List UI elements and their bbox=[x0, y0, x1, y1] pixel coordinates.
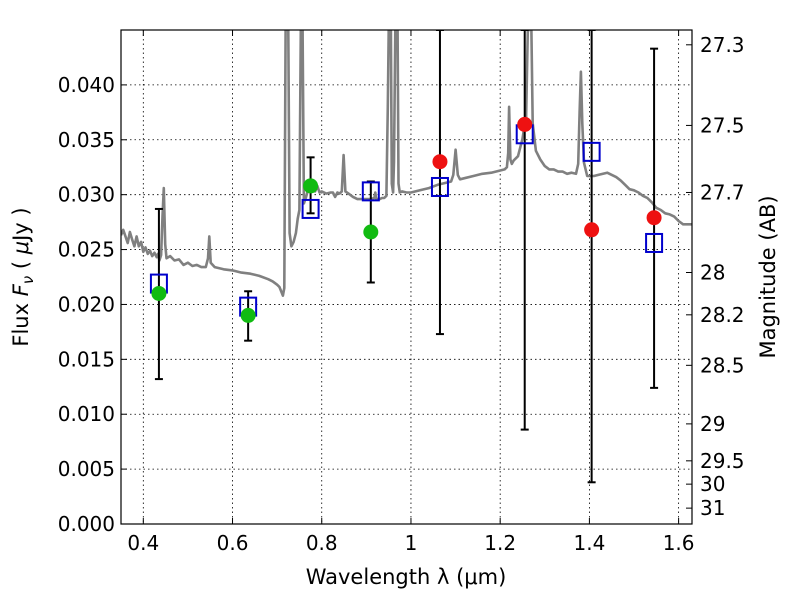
model-square-marker bbox=[430, 176, 449, 197]
y-right-tick-label: 27.7 bbox=[700, 180, 745, 204]
y-right-tick-label: 29 bbox=[700, 412, 725, 436]
y-tick-label: 0.035 bbox=[58, 128, 115, 152]
plot-frame bbox=[120, 29, 693, 525]
observed-point-marker bbox=[240, 307, 256, 323]
y-tick-label: 0.005 bbox=[58, 457, 115, 481]
model-square-marker bbox=[582, 141, 601, 162]
x-tick-label: 0.8 bbox=[306, 531, 338, 555]
y-right-tick-label: 28 bbox=[700, 261, 725, 285]
x-tick-label: 0.4 bbox=[127, 531, 159, 555]
grid-lines bbox=[121, 30, 692, 525]
y-right-tick-label: 29.5 bbox=[700, 449, 745, 473]
spectrum-line bbox=[121, 30, 692, 297]
y-tick-label: 0.000 bbox=[58, 512, 115, 536]
x-axis-label: Wavelength λ (μm) bbox=[306, 565, 507, 589]
y-axis-label-text: Flux Fν ( μJy ) bbox=[9, 207, 37, 346]
x-tick-label: 1.4 bbox=[573, 531, 605, 555]
model-square-marker bbox=[645, 232, 664, 253]
y-right-tick-label: 27.5 bbox=[700, 113, 745, 137]
y-right-tick-label: 28.2 bbox=[700, 303, 745, 327]
y-right-tick-label: 31 bbox=[700, 496, 725, 520]
y-tick-label: 0.040 bbox=[58, 73, 115, 97]
y-axis-right-label: Magnitude (AB) bbox=[756, 195, 780, 358]
observed-point-marker bbox=[363, 224, 379, 240]
y-tick-label: 0.020 bbox=[58, 292, 115, 316]
data-layer bbox=[121, 30, 692, 484]
x-tick-label: 1.2 bbox=[484, 531, 516, 555]
y-tick-label: 0.025 bbox=[58, 238, 115, 262]
y-tick-label: 0.015 bbox=[58, 347, 115, 371]
observed-point-marker bbox=[151, 285, 167, 301]
observed-point-marker bbox=[517, 116, 533, 132]
observed-point-marker bbox=[432, 154, 448, 170]
y-tick-label: 0.010 bbox=[58, 402, 115, 426]
y-tick-label: 0.030 bbox=[58, 183, 115, 207]
observed-point-marker bbox=[646, 210, 662, 226]
y-right-tick-label: 27.3 bbox=[700, 33, 745, 57]
y-right-tick-label: 30 bbox=[700, 472, 725, 496]
y-axis-left: 0.000 0.005 0.010 0.015 0.020 0.025 0.030 0.035… bbox=[58, 73, 127, 536]
observed-point-marker bbox=[584, 222, 600, 238]
model-square-marker bbox=[361, 181, 380, 202]
model-square-marker bbox=[301, 198, 320, 219]
y-axis-label: Flux Fν ( μJy ) bbox=[9, 207, 37, 346]
observed-point-marker bbox=[303, 178, 319, 194]
x-tick-label: 0.6 bbox=[217, 531, 249, 555]
x-tick-label: 1 bbox=[405, 531, 418, 555]
x-axis: 0.4 0.6 0.8 1 1.2 1.4 1.6 bbox=[127, 30, 695, 555]
x-tick-label: 1.6 bbox=[663, 531, 695, 555]
y-right-tick-label: 28.5 bbox=[700, 353, 745, 377]
